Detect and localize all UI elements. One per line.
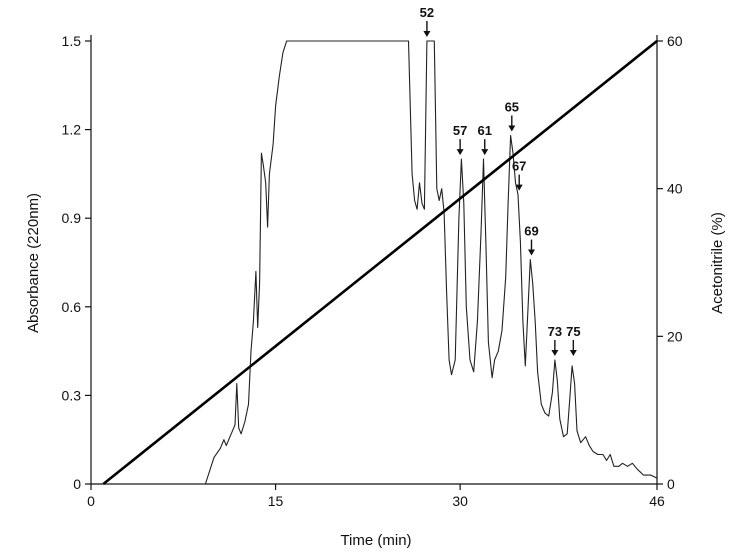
peak-label: 61 — [478, 123, 492, 138]
peak-label: 75 — [566, 324, 580, 339]
peak-arrow-head — [423, 31, 431, 37]
y-axis-left-label: Absorbance (220nm) — [25, 193, 42, 333]
x-tick-label: 15 — [268, 493, 284, 509]
y-left-tick-label: 1.5 — [62, 33, 82, 49]
y-left-tick-label: 0.3 — [62, 387, 82, 403]
peak-label: 57 — [453, 123, 467, 138]
y-left-tick-label: 0 — [73, 476, 81, 492]
peak-arrow-head — [527, 249, 535, 256]
y-left-tick-label: 1.2 — [62, 122, 82, 138]
y-axis-right-label: Acetonitrile (%) — [709, 212, 726, 314]
series-layer — [102, 39, 658, 486]
peak-arrow-head — [515, 184, 523, 191]
y-right-tick-label: 40 — [667, 181, 683, 197]
peak-label: 69 — [524, 224, 538, 239]
y-left-tick-label: 0.6 — [62, 299, 82, 315]
acetonitrile-gradient-line — [102, 39, 658, 486]
peak-arrow-head — [508, 125, 516, 132]
y-left-tick-label: 0.9 — [62, 210, 82, 226]
peak-arrow-head — [551, 349, 559, 356]
x-tick-label: 30 — [452, 493, 468, 509]
y-right-tick-label: 20 — [667, 328, 683, 344]
absorbance-trace — [103, 40, 658, 485]
x-tick-label: 0 — [87, 493, 95, 509]
peak-label: 65 — [505, 100, 519, 115]
peak-arrow-head — [481, 149, 489, 156]
y-right-tick-label: 0 — [667, 476, 675, 492]
axes — [90, 35, 658, 485]
y-right-tick-label: 60 — [667, 33, 683, 49]
peak-arrow-head — [569, 349, 577, 356]
peak-arrow-head — [456, 149, 464, 156]
peak-label: 52 — [420, 5, 434, 20]
x-tick-label: 46 — [649, 493, 665, 509]
peak-label: 73 — [548, 324, 562, 339]
annotations: 52 57 61 65 67 69 73 75 — [420, 5, 581, 356]
x-axis-label: Time (min) — [340, 532, 411, 549]
peak-label: 67 — [512, 159, 526, 174]
